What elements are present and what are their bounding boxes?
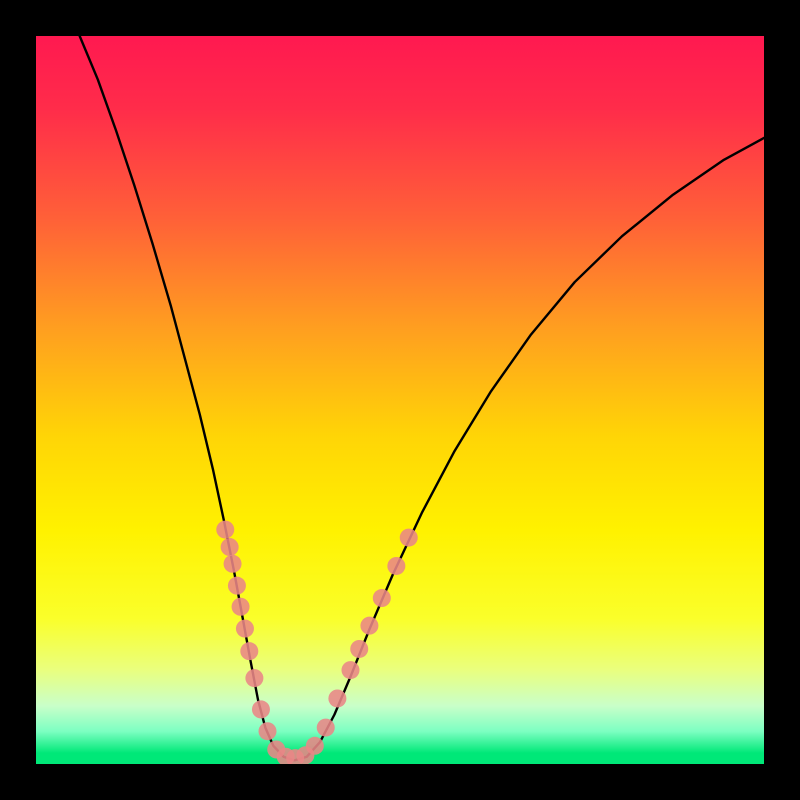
- marker-dot: [387, 557, 405, 575]
- marker-dot: [224, 555, 242, 573]
- marker-dot: [228, 577, 246, 595]
- marker-dot: [259, 722, 277, 740]
- marker-dot: [240, 642, 258, 660]
- marker-dot: [360, 617, 378, 635]
- marker-dot: [252, 700, 270, 718]
- marker-dot: [342, 661, 360, 679]
- marker-dot: [373, 589, 391, 607]
- marker-dot: [236, 620, 254, 638]
- marker-dot: [328, 689, 346, 707]
- plot-background: [36, 36, 764, 764]
- marker-dot: [245, 669, 263, 687]
- marker-dot: [400, 529, 418, 547]
- marker-dot: [306, 737, 324, 755]
- chart-svg: [0, 0, 800, 800]
- marker-dot: [232, 598, 250, 616]
- chart-stage: TheBottleneck.com: [0, 0, 800, 800]
- marker-dot: [216, 521, 234, 539]
- marker-dot: [221, 538, 239, 556]
- marker-dot: [317, 719, 335, 737]
- marker-dot: [350, 640, 368, 658]
